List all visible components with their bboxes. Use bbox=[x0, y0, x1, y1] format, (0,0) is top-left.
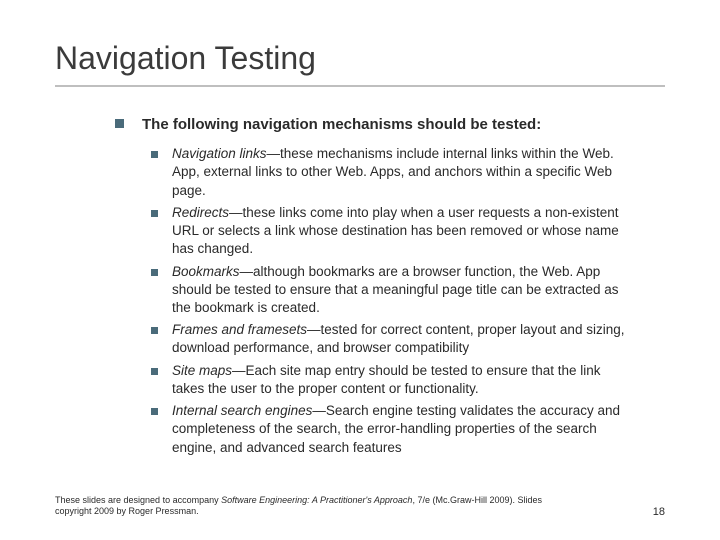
square-bullet-icon bbox=[151, 368, 158, 375]
list-item-term: Bookmarks bbox=[172, 264, 240, 279]
page-number: 18 bbox=[653, 506, 665, 518]
list-item-desc: —although bookmarks are a browser functi… bbox=[172, 264, 619, 315]
list-item-text: Internal search engines—Search engine te… bbox=[172, 402, 635, 457]
square-bullet-icon bbox=[151, 408, 158, 415]
list-item-text: Navigation links—these mechanisms includ… bbox=[172, 145, 635, 200]
list-item-term: Navigation links bbox=[172, 146, 267, 161]
list-item: Frames and framesets—tested for correct … bbox=[151, 321, 635, 357]
square-bullet-icon bbox=[151, 210, 158, 217]
list-item-desc: —these links come into play when a user … bbox=[172, 205, 619, 256]
lead-bullet-row: The following navigation mechanisms shou… bbox=[115, 115, 635, 135]
square-bullet-icon bbox=[151, 327, 158, 334]
slide-footer: These slides are designed to accompany S… bbox=[55, 495, 665, 518]
list-item: Bookmarks—although bookmarks are a brows… bbox=[151, 263, 635, 318]
list-item: Site maps—Each site map entry should be … bbox=[151, 362, 635, 398]
list-item-term: Site maps bbox=[172, 363, 232, 378]
footer-attribution: These slides are designed to accompany S… bbox=[55, 495, 575, 518]
list-item-text: Bookmarks—although bookmarks are a brows… bbox=[172, 263, 635, 318]
list-item-text: Redirects—these links come into play whe… bbox=[172, 204, 635, 259]
list-item-text: Frames and framesets—tested for correct … bbox=[172, 321, 635, 357]
list-item-text: Site maps—Each site map entry should be … bbox=[172, 362, 635, 398]
square-bullet-icon bbox=[151, 151, 158, 158]
list-item-term: Internal search engines bbox=[172, 403, 312, 418]
square-bullet-icon bbox=[151, 269, 158, 276]
list-item-term: Frames and framesets bbox=[172, 322, 307, 337]
slide-title: Navigation Testing bbox=[55, 40, 665, 87]
mechanism-list: Navigation links—these mechanisms includ… bbox=[115, 145, 635, 457]
footer-book-title: Software Engineering: A Practitioner's A… bbox=[221, 495, 412, 505]
slide-content: The following navigation mechanisms shou… bbox=[55, 115, 665, 457]
list-item: Navigation links—these mechanisms includ… bbox=[151, 145, 635, 200]
lead-text: The following navigation mechanisms shou… bbox=[142, 115, 541, 135]
list-item: Internal search engines—Search engine te… bbox=[151, 402, 635, 457]
list-item-term: Redirects bbox=[172, 205, 229, 220]
footer-prefix: These slides are designed to accompany bbox=[55, 495, 221, 505]
list-item-desc: —Each site map entry should be tested to… bbox=[172, 363, 601, 396]
square-bullet-icon bbox=[115, 119, 124, 128]
list-item: Redirects—these links come into play whe… bbox=[151, 204, 635, 259]
